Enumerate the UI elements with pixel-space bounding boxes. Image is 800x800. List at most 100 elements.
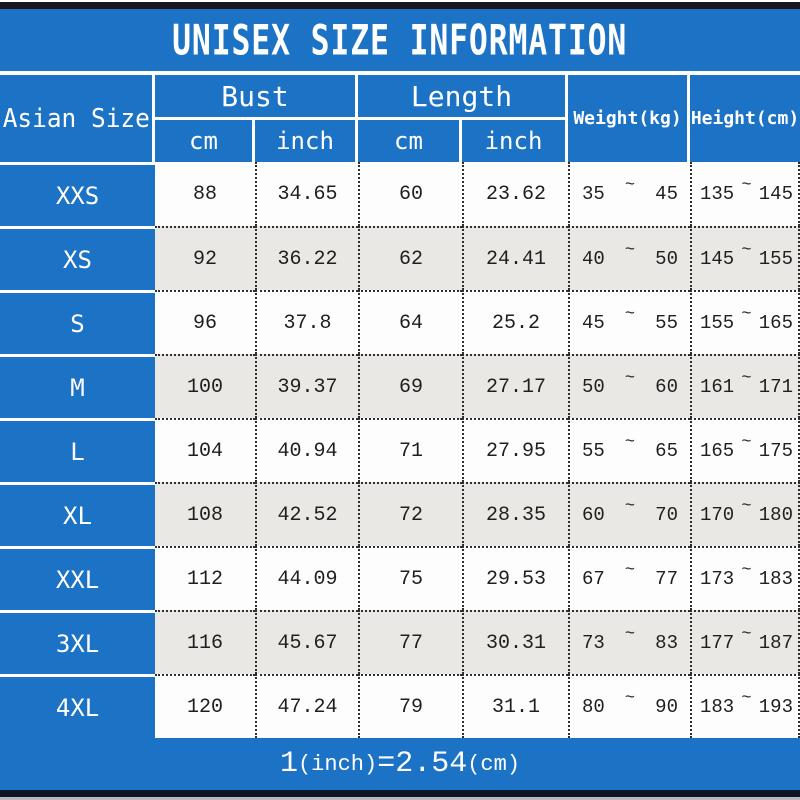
bottom-edge-sliver xyxy=(0,797,800,800)
bottom-black-bar xyxy=(0,790,800,797)
size-label: XL xyxy=(0,482,155,546)
tilde-icon: ~ xyxy=(624,624,636,644)
header-length-group: Length xyxy=(358,75,565,117)
bust-inch-value: 45.67 xyxy=(255,610,358,674)
height-range: 183 ~193 xyxy=(690,674,800,738)
size-label: XXS xyxy=(0,162,155,226)
top-black-bar xyxy=(0,2,800,9)
table-row: M 100 39.37 69 27.17 50 ~60 161 ~171 xyxy=(0,354,800,418)
height-range: 165 ~175 xyxy=(690,418,800,482)
bust-inch-value: 42.52 xyxy=(255,482,358,546)
bust-inch-value: 39.37 xyxy=(255,354,358,418)
bust-inch-value: 47.24 xyxy=(255,674,358,738)
length-cm-value: 62 xyxy=(358,226,462,290)
bust-inch-value: 36.22 xyxy=(255,226,358,290)
weight-range: 80 ~90 xyxy=(568,674,690,738)
bust-inch-value: 34.65 xyxy=(255,162,358,226)
length-inch-value: 25.2 xyxy=(462,290,568,354)
bust-cm-value: 108 xyxy=(155,482,255,546)
length-inch-value: 30.31 xyxy=(462,610,568,674)
length-cm-value: 72 xyxy=(358,482,462,546)
weight-range: 60 ~70 xyxy=(568,482,690,546)
tilde-icon: ~ xyxy=(741,560,752,580)
height-range: 170 ~180 xyxy=(690,482,800,546)
table-row: S 96 37.8 64 25.2 45 ~55 155 ~165 xyxy=(0,290,800,354)
length-cm-value: 79 xyxy=(358,674,462,738)
table-row: XXL 112 44.09 75 29.53 67 ~77 173 ~183 xyxy=(0,546,800,610)
table-body: XXS 88 34.65 60 23.62 35 ~45 135 ~145 XS 9… xyxy=(0,162,800,738)
height-range: 145 ~155 xyxy=(690,226,800,290)
bust-cm-value: 92 xyxy=(155,226,255,290)
bust-cm-value: 112 xyxy=(155,546,255,610)
conversion-num2: 2.54 xyxy=(395,747,468,781)
length-inch-value: 24.41 xyxy=(462,226,568,290)
height-range: 161 ~171 xyxy=(690,354,800,418)
table-row: XS 92 36.22 62 24.41 40 ~50 145 ~155 xyxy=(0,226,800,290)
bust-cm-value: 104 xyxy=(155,418,255,482)
length-cm-value: 71 xyxy=(358,418,462,482)
size-label: 4XL xyxy=(0,674,155,738)
weight-range: 67 ~77 xyxy=(568,546,690,610)
size-label: XXL xyxy=(0,546,155,610)
height-range: 173 ~183 xyxy=(690,546,800,610)
tilde-icon: ~ xyxy=(624,304,636,324)
weight-range: 55 ~65 xyxy=(568,418,690,482)
size-label: M xyxy=(0,354,155,418)
length-inch-value: 28.35 xyxy=(462,482,568,546)
length-inch-value: 29.53 xyxy=(462,546,568,610)
conversion-note: 1 (inch) = 2.54 (cm) xyxy=(0,738,800,790)
length-cm-value: 69 xyxy=(358,354,462,418)
size-label: L xyxy=(0,418,155,482)
table-header: Asian Size Bust Length Weight(kg) Height… xyxy=(0,75,800,162)
table-row: XXS 88 34.65 60 23.62 35 ~45 135 ~145 xyxy=(0,162,800,226)
tilde-icon: ~ xyxy=(741,688,752,708)
length-cm-value: 60 xyxy=(358,162,462,226)
length-cm-value: 77 xyxy=(358,610,462,674)
header-asian-size: Asian Size xyxy=(0,75,152,162)
table-row: 3XL 116 45.67 77 30.31 73 ~83 177 ~187 xyxy=(0,610,800,674)
table-row: 4XL 120 47.24 79 31.1 80 ~90 183 ~193 xyxy=(0,674,800,738)
bust-cm-value: 100 xyxy=(155,354,255,418)
tilde-icon: ~ xyxy=(741,304,752,324)
length-cm-value: 64 xyxy=(358,290,462,354)
tilde-icon: ~ xyxy=(741,496,752,516)
header-bust-inch: inch xyxy=(255,120,355,162)
height-range: 155 ~165 xyxy=(690,290,800,354)
length-inch-value: 23.62 xyxy=(462,162,568,226)
bust-cm-value: 116 xyxy=(155,610,255,674)
tilde-icon: ~ xyxy=(741,175,752,195)
height-range: 135 ~145 xyxy=(690,162,800,226)
weight-range: 35 ~45 xyxy=(568,162,690,226)
length-inch-value: 27.95 xyxy=(462,418,568,482)
bust-cm-value: 120 xyxy=(155,674,255,738)
conversion-unit2: (cm) xyxy=(467,751,521,777)
length-inch-value: 27.17 xyxy=(462,354,568,418)
header-length-cm: cm xyxy=(358,120,459,162)
bust-cm-value: 88 xyxy=(155,162,255,226)
weight-range: 40 ~50 xyxy=(568,226,690,290)
size-label: XS xyxy=(0,226,155,290)
tilde-icon: ~ xyxy=(624,496,636,516)
header-height: Height(cm) xyxy=(690,75,800,162)
height-range: 177 ~187 xyxy=(690,610,800,674)
tilde-icon: ~ xyxy=(624,368,636,388)
title-banner: UNISEX SIZE INFORMATION xyxy=(0,9,800,71)
bust-inch-value: 40.94 xyxy=(255,418,358,482)
weight-range: 45 ~55 xyxy=(568,290,690,354)
tilde-icon: ~ xyxy=(624,688,636,708)
header-weight: Weight(kg) xyxy=(568,75,687,162)
header-bust-cm: cm xyxy=(155,120,252,162)
weight-range: 50 ~60 xyxy=(568,354,690,418)
size-label: S xyxy=(0,290,155,354)
bust-cm-value: 96 xyxy=(155,290,255,354)
tilde-icon: ~ xyxy=(741,368,752,388)
tilde-icon: ~ xyxy=(741,624,752,644)
conversion-unit1: (inch) xyxy=(297,751,378,777)
bust-inch-value: 37.8 xyxy=(255,290,358,354)
weight-range: 73 ~83 xyxy=(568,610,690,674)
tilde-icon: ~ xyxy=(741,240,752,260)
table-row: XL 108 42.52 72 28.35 60 ~70 170 ~180 xyxy=(0,482,800,546)
tilde-icon: ~ xyxy=(624,240,636,260)
tilde-icon: ~ xyxy=(624,560,636,580)
